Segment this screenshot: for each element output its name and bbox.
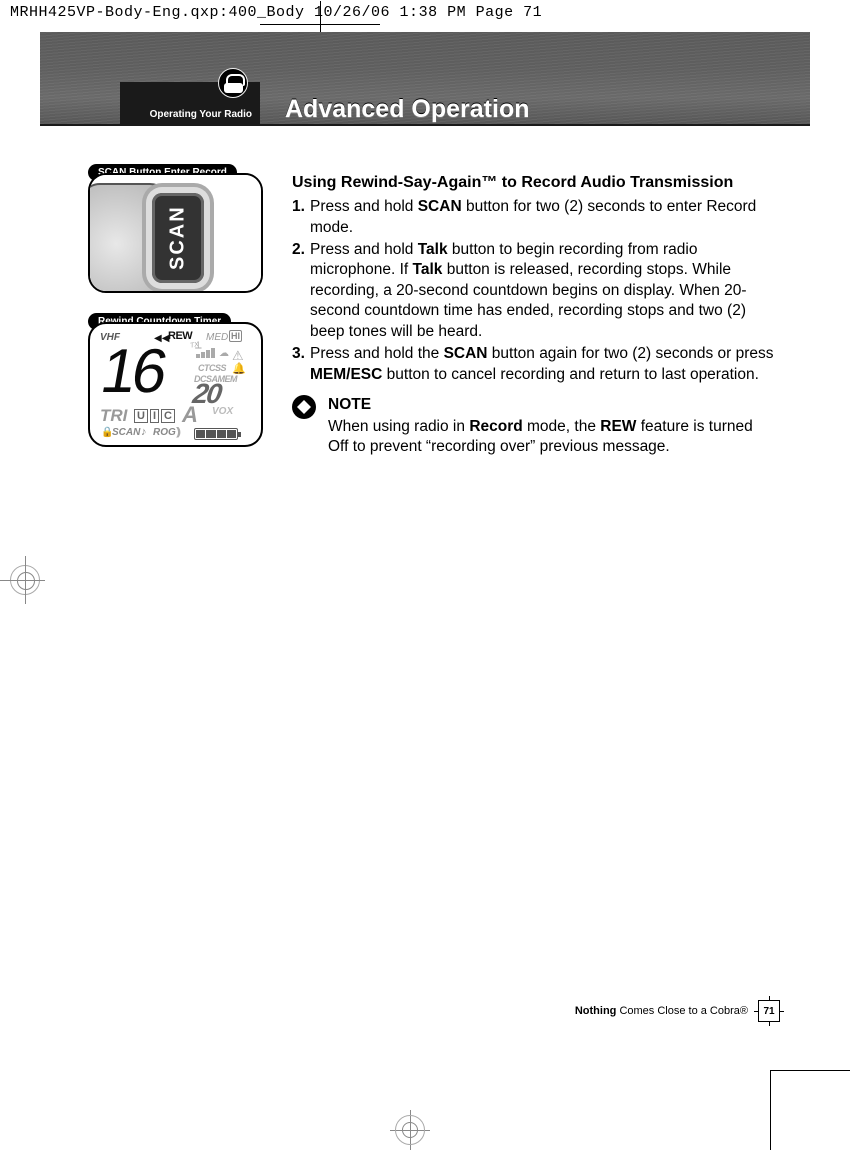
- figure-2: VHF ◀◀ REW MED HI TX ⟂ ☁ ⚠ CTCSS 🔔 DCSAM…: [88, 322, 263, 447]
- step-3: 3. Press and hold the SCAN button again …: [292, 344, 774, 385]
- page-number: 71: [758, 1000, 780, 1022]
- section-heading: Using Rewind-Say-Again™ to Record Audio …: [292, 172, 774, 193]
- lcd-uic: UIC: [134, 409, 175, 423]
- lcd-signal-icon: [196, 348, 215, 358]
- lcd-note-icon: ♪: [141, 426, 147, 438]
- crop-mark: [260, 9, 380, 25]
- lcd-ctcss: CTCSS: [198, 363, 226, 373]
- footer-slogan: Nothing Comes Close to a Cobra®: [575, 1005, 748, 1017]
- note-icon: [292, 395, 316, 419]
- page-area: Operating Your Radio Advanced Operation …: [40, 32, 810, 1032]
- lcd-rog: ROG: [153, 427, 176, 438]
- page-footer: Nothing Comes Close to a Cobra® 71: [575, 1000, 780, 1022]
- print-slug: MRHH425VP-Body-Eng.qxp:400_Body 10/26/06…: [0, 0, 850, 25]
- lcd-channel-number: 16: [96, 336, 169, 407]
- page-title: Advanced Operation: [285, 95, 530, 124]
- lcd-a: A: [182, 402, 198, 428]
- note-block: NOTE When using radio in Record mode, th…: [292, 395, 774, 457]
- lcd-waves-icon: ))): [176, 426, 178, 438]
- lcd-battery-icon: [194, 428, 238, 440]
- lcd-scan: SCAN: [112, 427, 140, 438]
- lcd-hi: HI: [229, 330, 242, 342]
- lcd-rew: REW: [168, 330, 192, 342]
- illustration-column: SCAN Button Enter Record SCAN Rewind Cou…: [88, 162, 263, 447]
- figure-1: SCAN: [88, 173, 263, 293]
- section-tab-label: Operating Your Radio: [150, 109, 252, 120]
- radio-icon: [218, 68, 248, 98]
- step-1: 1. Press and hold SCAN button for two (2…: [292, 197, 774, 238]
- lcd-tri: TRI: [100, 406, 127, 426]
- crop-mark: [770, 1070, 810, 1110]
- crop-mark: [0, 580, 45, 581]
- body-text: Using Rewind-Say-Again™ to Record Audio …: [292, 172, 774, 458]
- crop-mark: [25, 556, 26, 604]
- lcd-med: MED: [206, 332, 228, 343]
- step-2: 2. Press and hold Talk button to begin r…: [292, 240, 774, 342]
- lcd-vox: VOX: [212, 406, 233, 417]
- header-banner: Operating Your Radio Advanced Operation: [40, 32, 810, 126]
- lcd-weather-icon: ☁: [219, 348, 229, 359]
- scan-button-graphic: SCAN: [152, 193, 204, 283]
- section-tab: Operating Your Radio: [120, 82, 260, 126]
- note-title: NOTE: [328, 395, 774, 415]
